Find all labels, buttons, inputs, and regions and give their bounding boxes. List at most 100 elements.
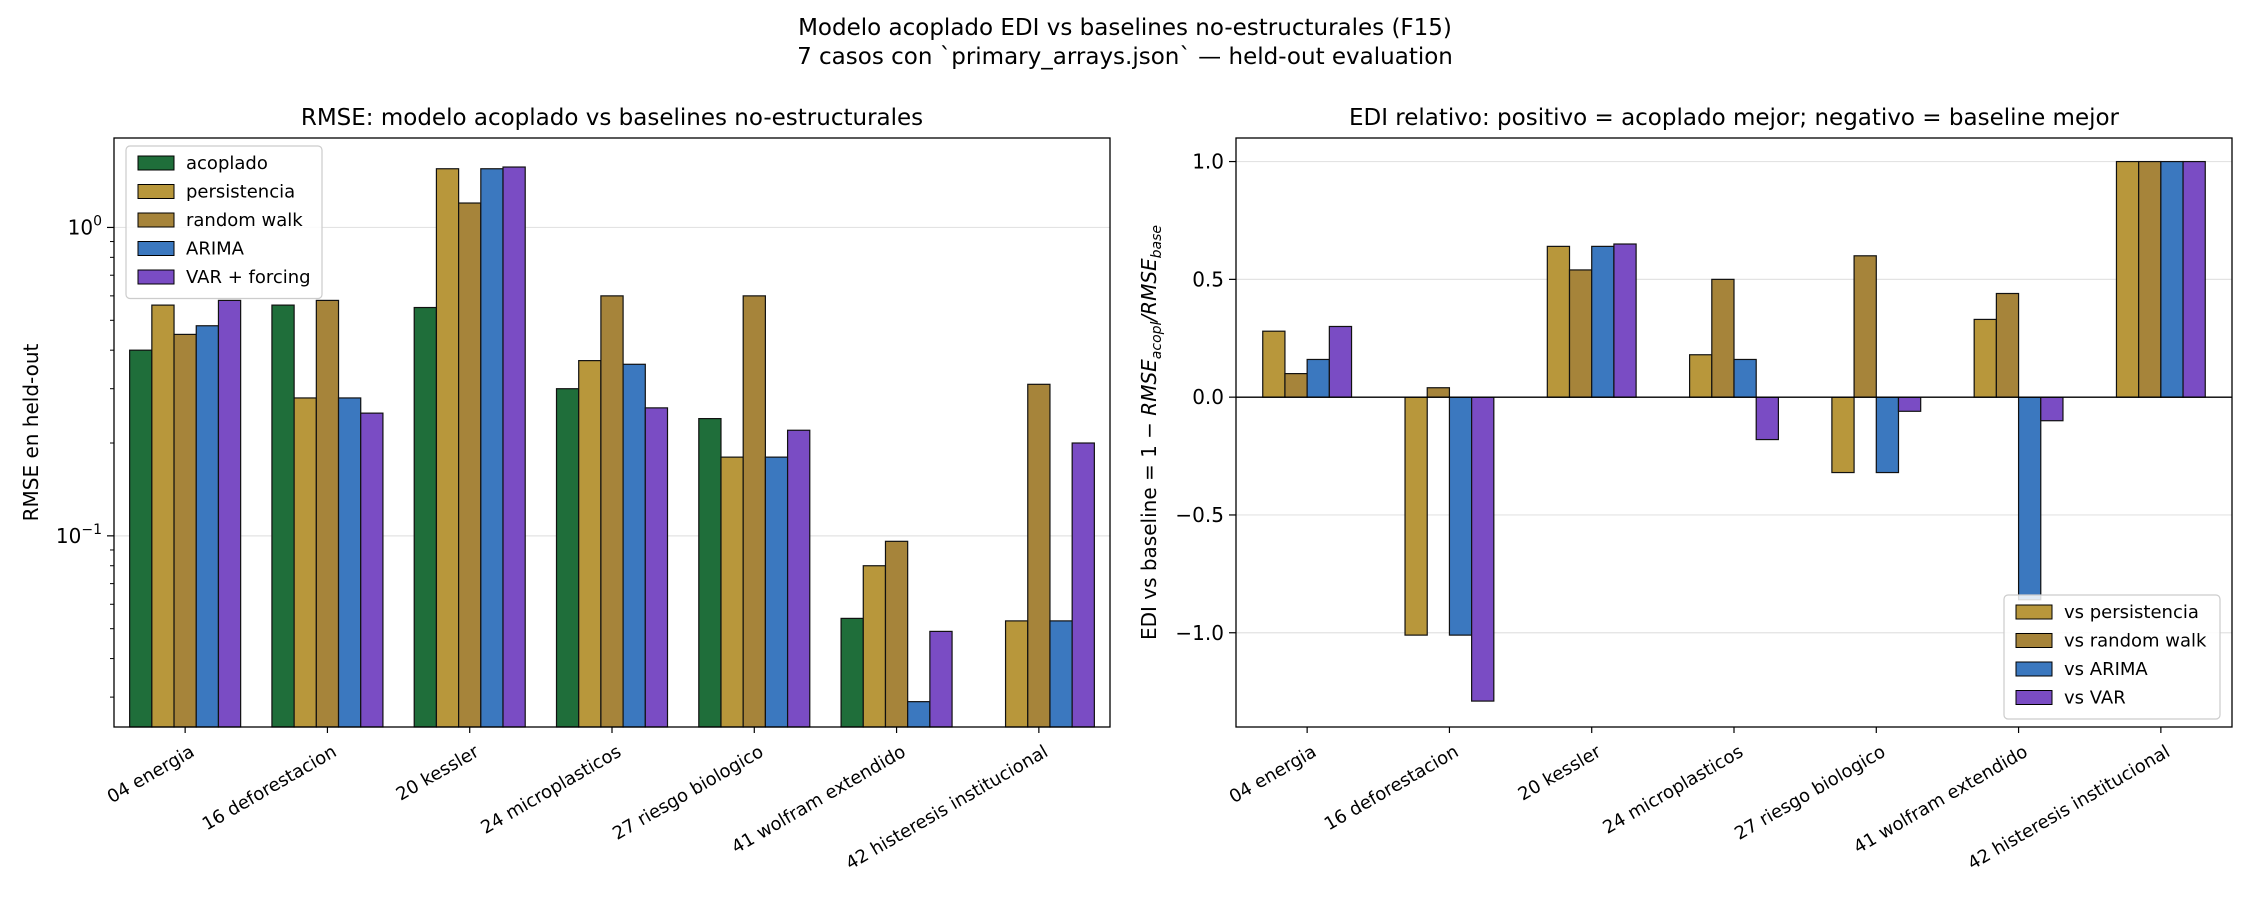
- rmse-chart-bar-persistencia-16-deforestacion: [293, 397, 317, 728]
- rmse-chart-bar-var-forcing-27-riesgo-biologico: [786, 429, 811, 728]
- edi-chart-legend-label-vs-persistencia: vs persistencia: [2064, 602, 2199, 623]
- edi-chart-bar-vs-var-27-riesgo-biologico: [1897, 396, 1922, 412]
- edi-chart-bar-vs-arima-04-energia: [1306, 358, 1330, 398]
- edi-chart-bar-vs-var-16-deforestacion: [1471, 396, 1495, 702]
- edi-chart-bar-vs-arima-27-riesgo-biologico: [1875, 396, 1900, 474]
- suptitle-line-1: Modelo acoplado EDI vs baselines no-estr…: [798, 15, 1452, 41]
- rmse-chart-legend-label-acoplado: acoplado: [186, 153, 268, 174]
- edi-chart-bar-vs-random-walk-24-microplasticos: [1711, 278, 1735, 398]
- edi-chart-ytick-label: −1.0: [1175, 621, 1224, 645]
- rmse-chart-title: RMSE: modelo acoplado vs baselines no-es…: [301, 105, 923, 131]
- edi-chart-bar-vs-var-04-energia: [1328, 325, 1353, 398]
- edi-chart-bar-vs-arima-41-wolfram-extendido: [2017, 396, 2042, 601]
- rmse-chart-legend-swatch-arima: [137, 241, 175, 256]
- rmse-chart-bar-var-forcing-20-kessler: [502, 166, 526, 728]
- rmse-chart-legend: acoplado persistencia random walk ARIMA VAR …: [125, 145, 323, 300]
- rmse-chart-legend-label-persistencia: persistencia: [186, 182, 295, 203]
- edi-chart-legend-label-vs-arima: vs ARIMA: [2064, 659, 2148, 680]
- edi-chart-bar-vs-random-walk-27-riesgo-biologico: [1853, 255, 1877, 398]
- edi-chart-bar-vs-var-42-histeresis-institucional: [2182, 160, 2206, 398]
- rmse-chart-legend-label-arima: ARIMA: [186, 239, 245, 260]
- rmse-chart-bar-persistencia-27-riesgo-biologico: [720, 456, 744, 728]
- rmse-chart-legend-swatch-random-walk: [137, 212, 175, 228]
- rmse-chart-bar-random-walk-41-wolfram-extendido: [884, 540, 909, 728]
- rmse-chart-bar-arima-42-histeresis-institucional: [1049, 620, 1073, 728]
- rmse-chart-bar-arima-04-energia: [195, 325, 220, 728]
- edi-chart-legend: vs persistencia vs random walk vs ARIMA vs …: [2003, 594, 2221, 720]
- rmse-chart-bar-var-forcing-16-deforestacion: [360, 412, 384, 728]
- edi-chart-legend-label-vs-random-walk: vs random walk: [2064, 631, 2207, 652]
- edi-chart-ytick-label: 0.0: [1192, 385, 1224, 409]
- rmse-chart-bar-random-walk-27-riesgo-biologico: [742, 295, 766, 728]
- edi-chart-bar-vs-random-walk-42-histeresis-institucional: [2138, 160, 2162, 398]
- rmse-chart-bar-random-walk-16-deforestacion: [315, 299, 340, 728]
- edi-chart-bar-vs-var-24-microplasticos: [1755, 396, 1779, 441]
- rmse-chart-bar-arima-24-microplasticos: [622, 363, 646, 728]
- rmse-chart-bar-arima-20-kessler: [480, 168, 504, 728]
- edi-chart-bar-vs-persistencia-42-histeresis-institucional: [2115, 160, 2140, 398]
- rmse-chart-bar-var-forcing-42-histeresis-institucional: [1071, 442, 1095, 728]
- edi-chart-legend-swatch-vs-var: [2015, 690, 2053, 705]
- rmse-chart-legend-box: [125, 145, 323, 300]
- rmse-chart-bar-random-walk-24-microplasticos: [600, 295, 624, 728]
- rmse-chart-xtick-label-20-kessler: 20 kessler: [393, 741, 483, 805]
- rmse-chart-ytick-label: 10−1: [56, 522, 102, 548]
- rmse-chart-bar-persistencia-41-wolfram-extendido: [862, 565, 887, 728]
- suptitle-line-2: 7 casos con `primary_arrays.json` — held…: [797, 44, 1453, 70]
- rmse-chart-ylabel: RMSE en held-out: [19, 343, 43, 521]
- edi-chart-bar-vs-persistencia-16-deforestacion: [1404, 396, 1428, 636]
- rmse-chart-bar-arima-16-deforestacion: [337, 397, 362, 728]
- edi-chart-bar-vs-arima-24-microplasticos: [1733, 358, 1757, 398]
- edi-chart-legend-label-vs-var: vs VAR: [2064, 688, 2126, 709]
- rmse-chart-bar-arima-27-riesgo-biologico: [764, 456, 789, 728]
- rmse-chart-bar-acoplado-24-microplasticos: [555, 388, 580, 728]
- rmse-chart-ytick-label: 100: [68, 213, 102, 239]
- edi-chart-xtick-label-20-kessler: 20 kessler: [1515, 741, 1605, 805]
- edi-chart-bar-vs-persistencia-27-riesgo-biologico: [1831, 396, 1855, 474]
- rmse-chart-bar-var-forcing-04-energia: [217, 299, 242, 728]
- rmse-chart-xtick-label-16-deforestacion: 16 deforestacion: [199, 741, 341, 835]
- rmse-chart-legend-label-var-forcing: VAR + forcing: [186, 267, 311, 288]
- edi-chart-ytick-label: −0.5: [1175, 503, 1224, 527]
- rmse-chart-bar-acoplado-04-energia: [129, 349, 153, 728]
- rmse-chart-xtick-label-27-riesgo-biologico: 27 riesgo biologico: [609, 741, 767, 844]
- edi-chart-bar-vs-persistencia-20-kessler: [1546, 245, 1571, 398]
- edi-chart-bar-vs-persistencia-41-wolfram-extendido: [1973, 318, 1997, 398]
- rmse-chart-xtick-label-24-microplasticos: 24 microplasticos: [477, 741, 625, 838]
- edi-chart-bar-vs-random-walk-04-energia: [1284, 373, 1308, 398]
- edi-chart-ytick-label: 0.5: [1192, 267, 1224, 291]
- rmse-chart-bar-persistencia-04-energia: [151, 304, 175, 728]
- rmse-chart-bar-persistencia-24-microplasticos: [578, 360, 602, 728]
- rmse-chart-bar-persistencia-42-histeresis-institucional: [1004, 620, 1029, 728]
- rmse-chart-legend-swatch-var-forcing: [137, 269, 175, 285]
- edi-chart-xtick-label-27-riesgo-biologico: 27 riesgo biologico: [1731, 741, 1889, 844]
- edi-chart-legend-swatch-vs-persistencia: [2015, 604, 2053, 620]
- rmse-chart-bar-acoplado-41-wolfram-extendido: [840, 617, 864, 728]
- edi-chart-title: EDI relativo: positivo = acoplado mejor;…: [1349, 105, 2120, 131]
- rmse-chart-bar-acoplado-20-kessler: [413, 306, 438, 728]
- rmse-chart-legend-swatch-persistencia: [137, 184, 175, 199]
- edi-chart-bar-vs-random-walk-16-deforestacion: [1426, 387, 1451, 398]
- edi-chart-ylabel: EDI vs baseline = 1 − RMSEacopl/RMSEbase: [1137, 225, 1165, 640]
- rmse-chart-legend-swatch-acoplado: [137, 155, 175, 171]
- edi-chart-legend-box: [2003, 594, 2221, 720]
- rmse-chart-bar-acoplado-27-riesgo-biologico: [698, 417, 722, 728]
- rmse-chart-bar-random-walk-20-kessler: [458, 202, 482, 728]
- edi-chart-bar-vs-persistencia-04-energia: [1262, 330, 1286, 398]
- rmse-chart-xtick-label-04-energia: 04 energia: [104, 741, 198, 808]
- edi-chart-xtick-label-04-energia: 04 energia: [1226, 741, 1320, 808]
- edi-chart-bar-vs-arima-20-kessler: [1591, 245, 1615, 398]
- rmse-chart-bar-arima-41-wolfram-extendido: [907, 701, 931, 728]
- edi-chart-legend-swatch-vs-arima: [2015, 661, 2053, 677]
- edi-chart-bar-vs-var-41-wolfram-extendido: [2040, 396, 2064, 422]
- edi-chart-bar-vs-persistencia-24-microplasticos: [1688, 354, 1713, 398]
- edi-chart-bar-vs-var-20-kessler: [1613, 243, 1637, 398]
- rmse-chart-bar-var-forcing-24-microplasticos: [644, 407, 669, 728]
- edi-chart-bar-vs-arima-42-histeresis-institucional: [2160, 160, 2184, 398]
- edi-chart-ytick-label: 1.0: [1192, 150, 1224, 174]
- edi-chart-xtick-label-16-deforestacion: 16 deforestacion: [1321, 741, 1463, 835]
- rmse-chart-legend-label-random-walk: random walk: [186, 210, 303, 231]
- edi-chart-bar-vs-random-walk-41-wolfram-extendido: [1995, 292, 2020, 398]
- rmse-chart-bar-var-forcing-41-wolfram-extendido: [929, 630, 953, 728]
